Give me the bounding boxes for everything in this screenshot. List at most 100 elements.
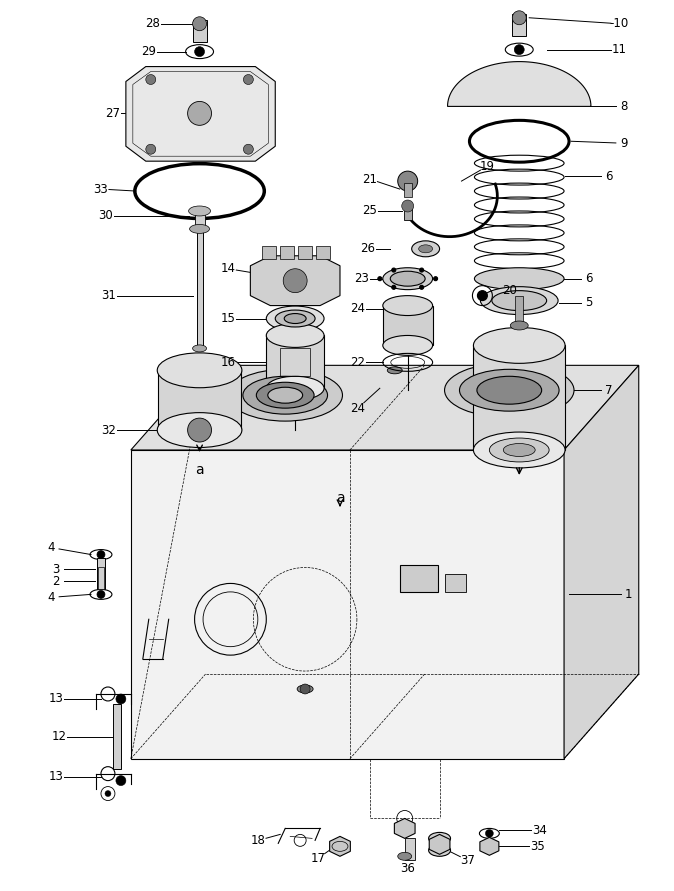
- Polygon shape: [131, 450, 564, 759]
- Polygon shape: [383, 306, 433, 346]
- Text: 6: 6: [585, 272, 592, 285]
- Ellipse shape: [383, 335, 433, 356]
- Circle shape: [402, 200, 414, 212]
- Text: 28: 28: [146, 17, 160, 30]
- Ellipse shape: [419, 245, 433, 253]
- Polygon shape: [298, 246, 312, 258]
- Bar: [98, 568, 104, 590]
- Bar: [280, 348, 310, 376]
- Circle shape: [243, 144, 253, 154]
- Text: 33: 33: [94, 183, 109, 195]
- Bar: [404, 183, 412, 197]
- Ellipse shape: [445, 363, 574, 418]
- Ellipse shape: [492, 290, 547, 311]
- Circle shape: [392, 268, 396, 272]
- Bar: [404, 206, 412, 220]
- Ellipse shape: [297, 685, 313, 693]
- Ellipse shape: [390, 271, 425, 286]
- Text: 4: 4: [47, 591, 55, 604]
- Circle shape: [514, 45, 524, 54]
- Text: 1: 1: [625, 588, 632, 601]
- Ellipse shape: [388, 367, 402, 374]
- Polygon shape: [480, 838, 499, 855]
- Polygon shape: [316, 246, 330, 258]
- Text: 25: 25: [363, 204, 377, 217]
- Bar: [113, 704, 121, 769]
- Polygon shape: [280, 246, 294, 258]
- Text: 29: 29: [142, 45, 156, 58]
- Ellipse shape: [489, 438, 549, 462]
- Ellipse shape: [157, 353, 242, 388]
- Text: 35: 35: [530, 840, 545, 853]
- Text: 23: 23: [355, 272, 369, 285]
- Ellipse shape: [256, 382, 314, 408]
- Ellipse shape: [460, 369, 559, 411]
- Bar: [445, 575, 466, 593]
- Text: a: a: [195, 463, 204, 477]
- Text: 9: 9: [620, 136, 627, 150]
- Circle shape: [146, 144, 156, 154]
- Polygon shape: [448, 61, 591, 106]
- Text: 26: 26: [361, 242, 375, 256]
- Polygon shape: [158, 371, 241, 430]
- Circle shape: [512, 11, 526, 25]
- Ellipse shape: [474, 267, 564, 290]
- Text: 19: 19: [480, 159, 495, 173]
- Ellipse shape: [157, 413, 242, 447]
- Ellipse shape: [481, 287, 558, 315]
- Ellipse shape: [228, 369, 342, 421]
- Circle shape: [300, 684, 310, 694]
- Polygon shape: [429, 834, 450, 854]
- Circle shape: [105, 790, 111, 797]
- Text: 24: 24: [350, 402, 365, 414]
- Text: 11: 11: [611, 43, 626, 56]
- Text: 8: 8: [620, 100, 627, 113]
- Ellipse shape: [429, 845, 450, 856]
- Ellipse shape: [243, 376, 328, 414]
- Ellipse shape: [266, 307, 324, 331]
- Text: 20: 20: [502, 284, 517, 297]
- Text: 12: 12: [52, 731, 67, 743]
- Polygon shape: [564, 365, 639, 759]
- Text: 32: 32: [102, 423, 117, 437]
- Circle shape: [146, 75, 156, 85]
- Circle shape: [193, 17, 206, 30]
- Ellipse shape: [429, 832, 450, 845]
- Text: 34: 34: [532, 824, 547, 837]
- Circle shape: [195, 46, 204, 57]
- Text: 16: 16: [221, 356, 236, 369]
- Text: 22: 22: [350, 356, 365, 369]
- Text: 17: 17: [311, 852, 326, 865]
- Circle shape: [97, 591, 105, 599]
- Text: 21: 21: [363, 173, 377, 185]
- Circle shape: [420, 285, 424, 290]
- Ellipse shape: [383, 296, 433, 315]
- Ellipse shape: [503, 444, 535, 456]
- Text: 36: 36: [400, 862, 415, 875]
- Text: 3: 3: [53, 563, 60, 576]
- Circle shape: [283, 269, 307, 292]
- Text: 5: 5: [585, 296, 592, 309]
- Bar: [400, 565, 437, 593]
- Circle shape: [116, 776, 126, 786]
- Text: 2: 2: [53, 575, 60, 588]
- Text: -10: -10: [609, 17, 628, 30]
- Polygon shape: [250, 256, 340, 306]
- Bar: [197, 229, 203, 348]
- Text: 14: 14: [221, 262, 236, 275]
- Text: 31: 31: [102, 289, 117, 302]
- Ellipse shape: [412, 241, 439, 257]
- Text: 13: 13: [49, 692, 63, 706]
- Text: a: a: [336, 491, 344, 505]
- Text: 13: 13: [49, 770, 63, 783]
- Text: 6: 6: [605, 169, 613, 183]
- Text: 30: 30: [98, 209, 113, 223]
- Text: 7: 7: [605, 384, 613, 396]
- Ellipse shape: [284, 314, 306, 323]
- Polygon shape: [262, 246, 276, 258]
- Ellipse shape: [398, 853, 412, 861]
- Circle shape: [187, 418, 212, 442]
- Circle shape: [420, 268, 424, 272]
- Polygon shape: [394, 819, 415, 838]
- Circle shape: [97, 551, 105, 559]
